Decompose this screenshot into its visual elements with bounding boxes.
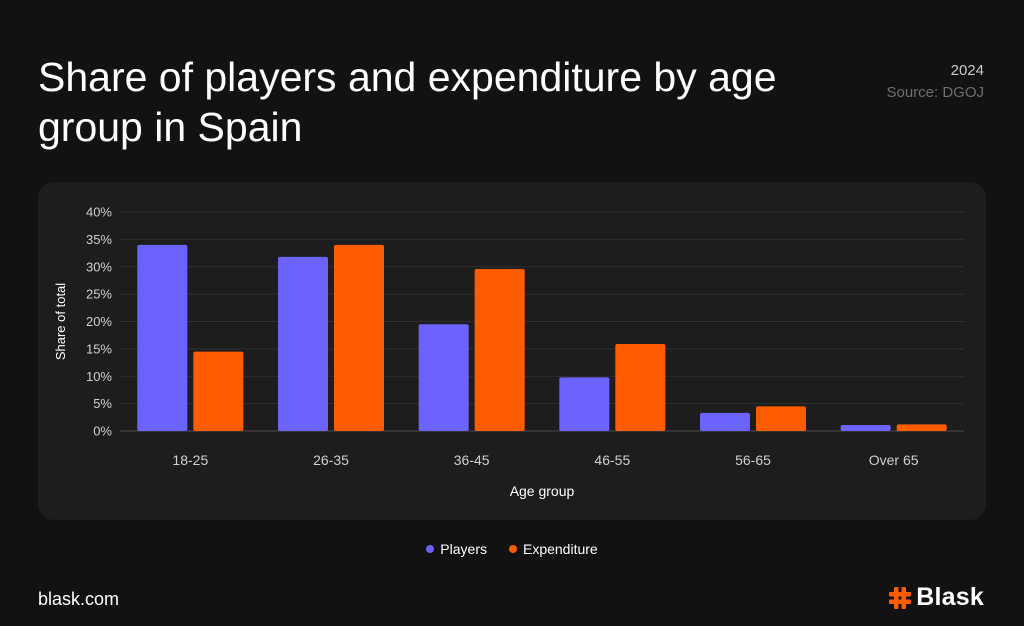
brand-logo: Blask (888, 583, 984, 612)
y-tick-label: 35% (86, 232, 112, 247)
x-tick-label: Over 65 (869, 452, 919, 468)
bar-players (840, 424, 891, 431)
bar-players (137, 244, 188, 431)
bar-players (278, 256, 328, 431)
bar-expenditure (615, 343, 666, 431)
bar-expenditure (756, 406, 806, 431)
x-tick-label: 18-25 (172, 452, 208, 468)
y-tick-label: 5% (93, 396, 112, 411)
legend-label-players: Players (440, 541, 487, 557)
legend-swatch-expenditure (508, 545, 517, 553)
y-tick-label: 15% (86, 341, 112, 356)
y-tick-label: 20% (86, 314, 112, 329)
y-tick-label: 25% (86, 287, 112, 302)
x-tick-label: 46-55 (594, 452, 630, 468)
hash-icon (889, 586, 912, 609)
bar-expenditure (896, 424, 947, 431)
chart-title: Share of players and expenditure by age … (38, 54, 777, 150)
bar-expenditure (193, 351, 244, 431)
bar-expenditure (334, 244, 384, 431)
legend-swatch-players (426, 545, 435, 553)
legend-label-expenditure: Expenditure (522, 541, 598, 557)
year-label: 2024 (950, 62, 984, 79)
chart-legend: Players Expenditure (0, 541, 1024, 557)
x-tick-label: 36-45 (454, 452, 490, 468)
x-tick-label: 26-35 (313, 452, 349, 468)
y-tick-label: 10% (86, 369, 112, 384)
y-axis-label: Share of total (53, 283, 68, 360)
legend-item-expenditure[interactable]: Expenditure (508, 541, 598, 557)
bar-expenditure (474, 268, 525, 431)
bar-players (559, 377, 610, 431)
legend-item-players[interactable]: Players (426, 541, 487, 557)
source-label: Source: DGOJ (886, 84, 984, 101)
bar-players (418, 324, 469, 431)
x-tick-label: 56-65 (735, 452, 771, 468)
chart-meta: 2024 Source: DGOJ (886, 60, 984, 104)
brand-name: Blask (916, 583, 984, 611)
x-axis-label: Age group (510, 483, 575, 499)
y-tick-label: 30% (86, 259, 112, 274)
bar-players (700, 412, 750, 431)
y-tick-label: 40% (86, 205, 112, 220)
y-tick-label: 0% (93, 424, 112, 439)
site-url[interactable]: blask.com (38, 589, 120, 609)
